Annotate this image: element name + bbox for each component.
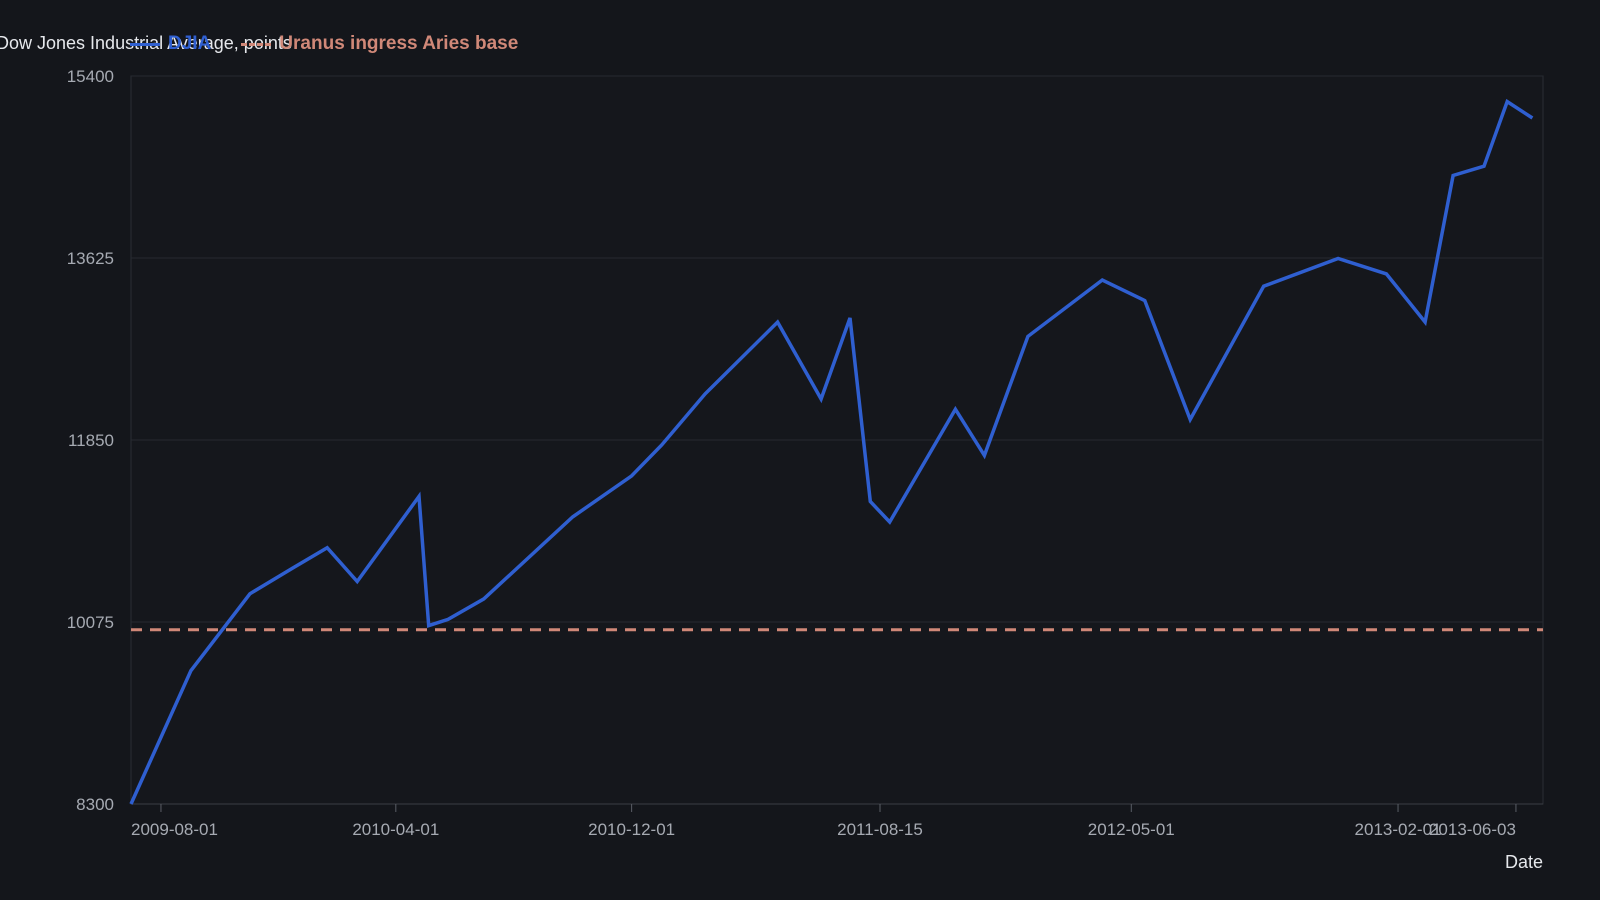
y-tick-label: 11850 [68, 431, 114, 450]
legend-label-djia: DJIA [168, 33, 212, 54]
legend-swatch-uranus-base [241, 42, 272, 46]
x-tick-label: 2011-08-15 [837, 820, 923, 839]
legend-item-uranus-base[interactable]: Uranus ingress Aries base [241, 33, 518, 55]
x-tick-label: 2009-08-01 [131, 820, 218, 839]
legend: DJIA Uranus ingress Aries base [130, 33, 518, 55]
x-tick-label: 2013-06-03 [1429, 820, 1516, 839]
y-tick-label: 10075 [67, 613, 114, 632]
series-line-djia [129, 98, 1534, 805]
x-tick-label: 2010-04-01 [352, 820, 439, 839]
legend-item-djia[interactable]: DJIA [130, 33, 211, 55]
x-tick-label: 2010-12-01 [588, 820, 675, 839]
legend-label-uranus-base: Uranus ingress Aries base [279, 33, 519, 54]
y-tick-label: 13625 [67, 249, 114, 268]
x-tick-label: 2013-02-01 [1355, 820, 1442, 839]
y-tick-label: 8300 [76, 795, 114, 814]
legend-swatch-djia [130, 42, 160, 46]
x-axis-title: Date [1505, 852, 1543, 872]
x-tick-label: 2012-05-01 [1088, 820, 1175, 839]
y-tick-label: 15400 [67, 67, 114, 86]
